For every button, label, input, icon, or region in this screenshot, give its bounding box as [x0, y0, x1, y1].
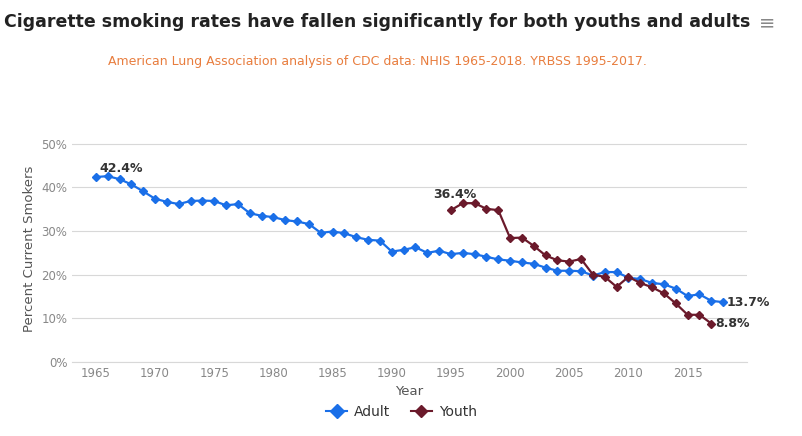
Adult — [339, 231, 349, 236]
Text: 13.7%: 13.7% — [726, 296, 769, 309]
Text: Cigarette smoking rates have fallen significantly for both youths and adults: Cigarette smoking rates have fallen sign… — [4, 13, 750, 31]
Youth — [564, 259, 573, 264]
Youth — [493, 208, 503, 213]
Y-axis label: Percent Current Smokers: Percent Current Smokers — [22, 165, 36, 332]
Line: Adult: Adult — [93, 173, 725, 305]
Youth — [623, 274, 633, 279]
Text: 42.4%: 42.4% — [99, 162, 143, 175]
Legend: Adult, Youth: Adult, Youth — [320, 399, 482, 425]
Youth — [587, 272, 597, 277]
Youth — [469, 201, 479, 206]
Youth — [516, 235, 526, 240]
Adult — [103, 174, 112, 179]
Youth — [658, 291, 668, 296]
Text: ≡: ≡ — [758, 13, 774, 32]
X-axis label: Year: Year — [395, 385, 423, 399]
Line: Youth: Youth — [448, 201, 713, 326]
Youth — [457, 201, 467, 206]
Text: 36.4%: 36.4% — [432, 188, 476, 201]
Adult — [718, 300, 727, 305]
Youth — [552, 258, 561, 263]
Youth — [706, 321, 715, 326]
Adult — [469, 252, 479, 257]
Adult — [209, 198, 219, 204]
Youth — [446, 208, 456, 213]
Youth — [599, 274, 609, 279]
Adult — [446, 252, 456, 257]
Adult — [529, 261, 538, 266]
Youth — [540, 253, 549, 258]
Youth — [670, 301, 680, 306]
Youth — [529, 243, 538, 249]
Youth — [611, 284, 621, 290]
Youth — [504, 235, 514, 241]
Adult — [481, 254, 491, 259]
Youth — [481, 206, 491, 211]
Adult — [91, 174, 100, 180]
Youth — [576, 256, 585, 262]
Text: American Lung Association analysis of CDC data: NHIS 1965-2018. YRBSS 1995-2017.: American Lung Association analysis of CD… — [107, 54, 646, 68]
Youth — [682, 312, 691, 317]
Youth — [646, 285, 656, 290]
Youth — [694, 312, 703, 317]
Text: 8.8%: 8.8% — [714, 317, 748, 330]
Youth — [634, 280, 644, 286]
